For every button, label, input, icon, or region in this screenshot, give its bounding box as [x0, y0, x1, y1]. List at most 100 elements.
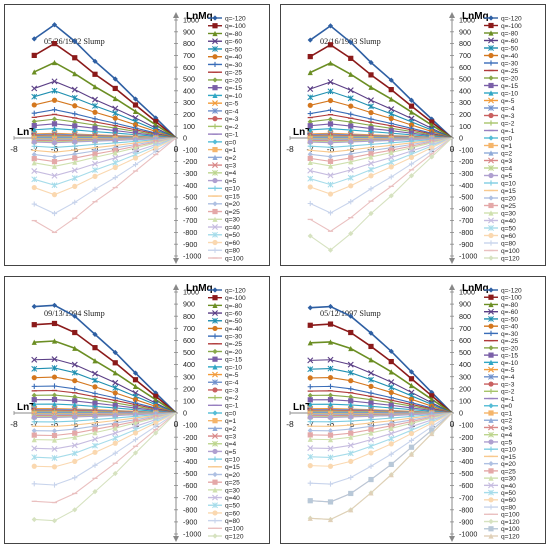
y-tick-label: 900 — [459, 27, 471, 36]
series-group — [307, 23, 453, 253]
data-point — [388, 435, 395, 442]
data-point — [112, 435, 119, 442]
series-markers-q-10 — [307, 412, 435, 425]
y-axis-label: LnMq — [186, 283, 213, 294]
legend-swatch-marker — [488, 97, 494, 104]
legend-item: q=-120 — [208, 15, 246, 22]
data-point — [368, 72, 374, 78]
data-point — [132, 377, 139, 383]
legend-label: q=30 — [225, 217, 240, 224]
legend-swatch-marker — [488, 294, 494, 300]
data-point — [368, 370, 374, 377]
legend-item: q=30 — [484, 210, 516, 217]
data-point — [51, 518, 58, 524]
series-markers-q-10 — [31, 412, 159, 425]
y-tick-label: 400 — [183, 360, 195, 369]
series-line-q-15 — [34, 123, 177, 139]
data-point — [51, 22, 58, 28]
panel-3: 10009008007006005004003002001000-100-200… — [4, 276, 270, 544]
legend-item: q=25 — [208, 208, 240, 216]
legend-item: q=-30 — [208, 61, 242, 69]
legend-item: q=1 — [208, 147, 237, 154]
legend-label: q=-2 — [501, 120, 515, 127]
y-tick-label: -300 — [183, 169, 197, 178]
legend-item: q=-80 — [208, 31, 242, 38]
data-point — [348, 123, 354, 129]
data-point — [153, 430, 159, 436]
data-point — [31, 383, 37, 389]
y-tick-label: -800 — [183, 228, 197, 237]
data-point — [112, 415, 118, 421]
legend-swatch-marker — [212, 440, 218, 447]
legend-label: q=-1 — [501, 396, 515, 403]
series-line-q-10 — [310, 128, 453, 139]
legend-item: q=20 — [484, 461, 516, 468]
data-point — [327, 392, 334, 398]
data-point — [348, 71, 354, 77]
data-point — [132, 122, 139, 128]
data-point — [388, 110, 395, 117]
data-point — [368, 116, 374, 122]
y-tick-label: 500 — [459, 348, 471, 357]
data-point — [368, 426, 374, 433]
data-point — [429, 420, 435, 426]
y-tick-label: 500 — [183, 75, 195, 84]
series-group — [31, 302, 177, 524]
series-markers-q-80 — [31, 338, 159, 403]
legend-item: q=50 — [484, 225, 516, 232]
legend-swatch-marker — [212, 123, 218, 129]
y-tick-label: 400 — [459, 360, 471, 369]
data-point — [31, 339, 37, 345]
y-tick-label: 0 — [183, 409, 187, 418]
series-line-q-25 — [34, 137, 177, 163]
legend-swatch-marker — [488, 388, 494, 394]
series-group — [307, 303, 453, 523]
y-tick-label: 300 — [183, 372, 195, 381]
legend-item: q=10 — [484, 180, 516, 187]
data-point — [388, 115, 394, 122]
y-tick-label: -100 — [459, 421, 473, 430]
y-tick-label: -400 — [459, 457, 473, 466]
data-point — [388, 441, 394, 447]
data-point — [429, 145, 435, 151]
legend-swatch-marker — [488, 172, 494, 179]
legend-item: q=-60 — [484, 308, 518, 316]
data-point — [51, 401, 58, 407]
legend-swatch-marker — [488, 504, 494, 510]
legend-item: q=-50 — [484, 45, 518, 52]
data-point — [72, 430, 78, 436]
series-line-q-40 — [310, 137, 453, 176]
data-point — [368, 186, 374, 192]
legend-label: q=60 — [501, 497, 516, 504]
series-line-q-20 — [310, 137, 453, 158]
data-point — [348, 507, 354, 513]
data-point — [327, 88, 334, 95]
data-point — [31, 303, 37, 310]
data-point — [31, 143, 37, 149]
data-point — [408, 382, 415, 389]
series-line-q-40 — [34, 99, 177, 139]
legend-item: q=-1 — [484, 128, 515, 135]
legend-swatch-marker — [488, 424, 494, 431]
series-line-q-80 — [310, 341, 453, 414]
legend-swatch-marker — [212, 107, 218, 114]
data-point — [72, 426, 78, 432]
series-line-q-10 — [310, 137, 453, 148]
y-tick-label: -200 — [459, 433, 473, 442]
legend-label: q=-15 — [225, 357, 242, 364]
legend-label: q=-1 — [225, 132, 239, 139]
data-point — [31, 397, 37, 403]
legend-item: q=3 — [484, 424, 513, 432]
y-tick-label: 300 — [459, 372, 471, 381]
legend-label: q=-20 — [225, 349, 242, 356]
legend-label: q=120 — [501, 519, 520, 526]
y-tick-label: 800 — [183, 39, 195, 48]
data-point — [429, 396, 435, 402]
data-point — [132, 108, 139, 115]
data-point — [388, 395, 394, 401]
legend-label: q=1 — [501, 143, 513, 150]
x-tick-label: -7 — [30, 144, 38, 154]
data-point — [31, 123, 37, 129]
series-line-q-40 — [310, 100, 453, 139]
